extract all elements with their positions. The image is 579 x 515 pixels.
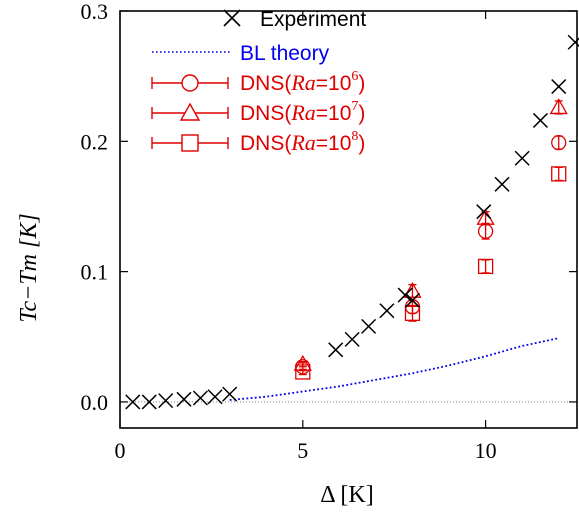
- experiment-point: [567, 34, 579, 50]
- experiment-point: [207, 389, 223, 405]
- y-tick-label: 0.0: [81, 390, 109, 415]
- experiment-point: [532, 112, 548, 128]
- dns-triangle-point: [549, 98, 568, 115]
- experiment-point: [514, 150, 530, 166]
- experiment-point: [158, 393, 174, 409]
- dns-square-point: [404, 304, 421, 322]
- experiment-point: [361, 318, 377, 334]
- legend-marker-experiment: [223, 9, 241, 27]
- dns-square-point: [295, 364, 311, 380]
- experiment-point: [222, 386, 238, 402]
- legend-entry-dns-ra6: DNS(Ra=106): [151, 69, 365, 95]
- y-axis-label: Tc−Tm [K]: [16, 213, 42, 322]
- experiment-point: [379, 303, 395, 319]
- y-tick-label: 0.2: [81, 129, 109, 154]
- x-tick-label: 5: [297, 438, 308, 463]
- legend-entry-dns-ra8: DNS(Ra=108): [151, 129, 365, 155]
- dns-circle-point: [551, 134, 567, 151]
- y-tick-label: 0.1: [81, 260, 109, 285]
- y-tick-label: 0.3: [81, 0, 109, 24]
- legend-label-dns-ra6: DNS(Ra=106): [240, 69, 365, 95]
- experiment-point: [397, 287, 413, 303]
- x-tick-label: 10: [475, 438, 497, 463]
- experiment-point: [176, 391, 192, 407]
- x-axis-label: Δ [K]: [320, 482, 373, 508]
- experiment-point: [494, 176, 510, 192]
- plot-frame: [119, 10, 578, 429]
- legend-entry-experiment: Experiment: [223, 8, 366, 31]
- experiment-point: [344, 331, 360, 347]
- bl-theory-layer: [229, 337, 559, 401]
- x-tick-label: 0: [115, 438, 126, 463]
- legend-label-bl-theory: BL theory: [240, 42, 330, 65]
- legend-label-experiment: Experiment: [260, 8, 366, 31]
- experiment-point: [328, 342, 344, 358]
- legend-marker-dns-ra6: [151, 74, 229, 92]
- legend-marker-dns-ra7: [151, 102, 229, 121]
- experiment-point: [192, 390, 208, 406]
- experiment-point: [141, 394, 157, 410]
- legend-entry-bl-theory: BL theory: [152, 42, 330, 65]
- legend-label-dns-ra8: DNS(Ra=108): [240, 129, 365, 155]
- dns-triangle-point: [476, 208, 495, 226]
- experiment-layer: [125, 34, 579, 410]
- experiment-point: [476, 204, 492, 220]
- dns-square-point: [477, 258, 494, 275]
- legend-entry-dns-ra7: DNS(Ra=107): [151, 99, 365, 125]
- experiment-point: [125, 394, 141, 410]
- legend-label-dns-ra7: DNS(Ra=107): [240, 99, 365, 125]
- experiment-point: [551, 79, 567, 95]
- legend-marker-dns-ra8: [151, 134, 229, 152]
- dns-layer: [293, 98, 568, 380]
- legend: Experiment BL theory DNS(Ra=106) DNS(Ra=…: [151, 8, 366, 155]
- tick-labels: 0 5 10 0.0 0.1 0.2 0.3: [81, 0, 497, 463]
- experiment-point: [404, 292, 421, 308]
- dns-square-point: [551, 166, 567, 182]
- bl-theory-curve: [229, 337, 559, 401]
- dns-circle-point: [477, 222, 494, 240]
